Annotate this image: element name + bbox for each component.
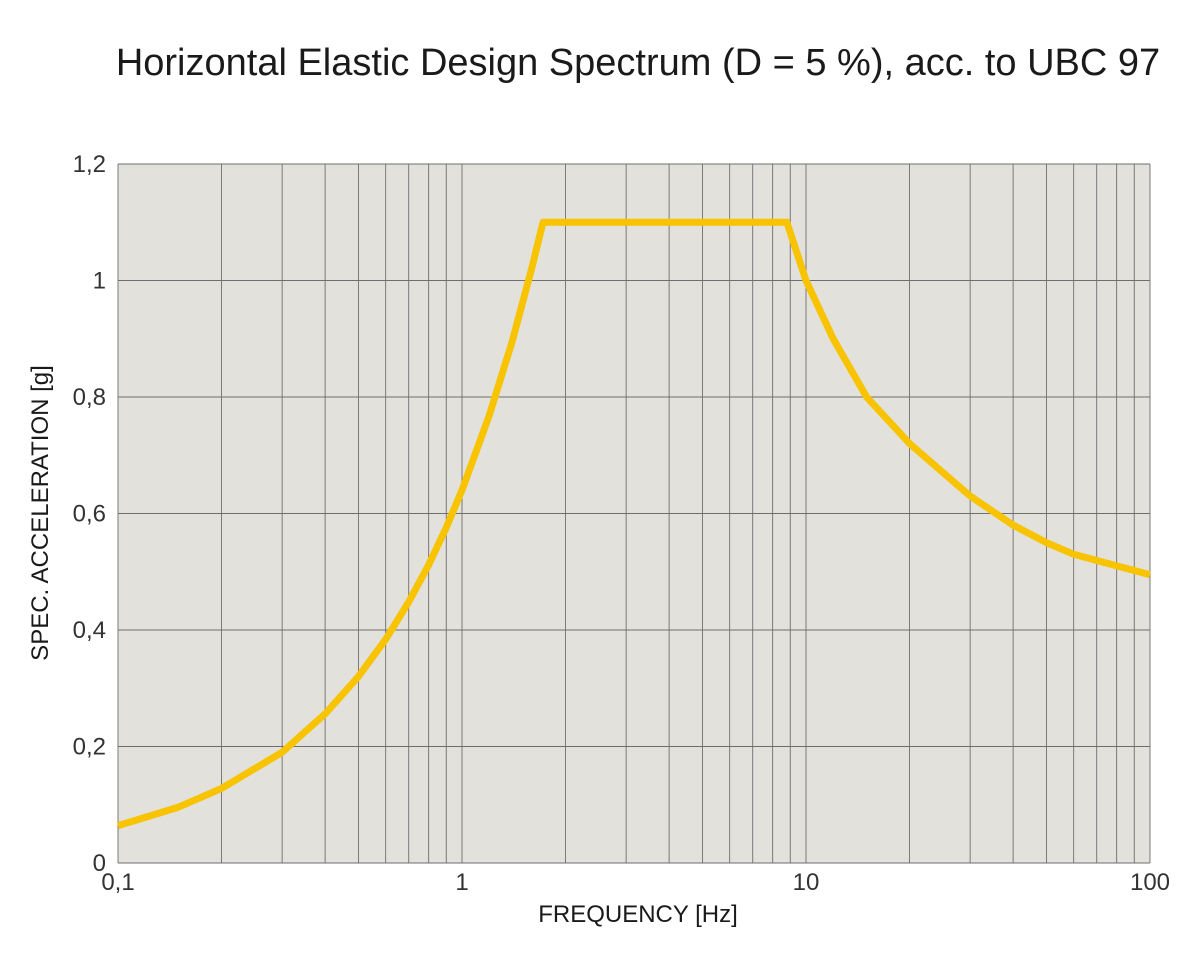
y-tick-label: 1,2	[73, 151, 106, 178]
x-axis-ticks: 0,1 1 10 100	[101, 869, 1170, 896]
grid-lines	[117, 163, 1151, 864]
y-tick-label: 0,2	[73, 734, 106, 761]
y-tick-label: 0,8	[73, 384, 106, 411]
series-line	[116, 218, 1151, 830]
x-tick-label: 0,1	[101, 869, 134, 896]
y-axis-ticks: 0 0,2 0,4 0,6 0,8 1 1,2	[73, 151, 106, 877]
y-tick-label: 0,6	[73, 501, 106, 528]
x-tick-label: 10	[793, 869, 820, 896]
x-tick-label: 1	[455, 869, 468, 896]
y-tick-label: 0	[93, 850, 106, 877]
y-tick-label: 1	[93, 268, 106, 295]
y-axis-label: SPEC. ACCELERATION [g]	[27, 365, 54, 661]
x-axis-label: FREQUENCY [Hz]	[538, 901, 738, 928]
x-tick-label: 100	[1130, 869, 1170, 896]
chart-title: Horizontal Elastic Design Spectrum (D = …	[116, 42, 1160, 84]
series-layer	[116, 218, 1151, 830]
y-tick-label: 0,4	[73, 617, 106, 644]
